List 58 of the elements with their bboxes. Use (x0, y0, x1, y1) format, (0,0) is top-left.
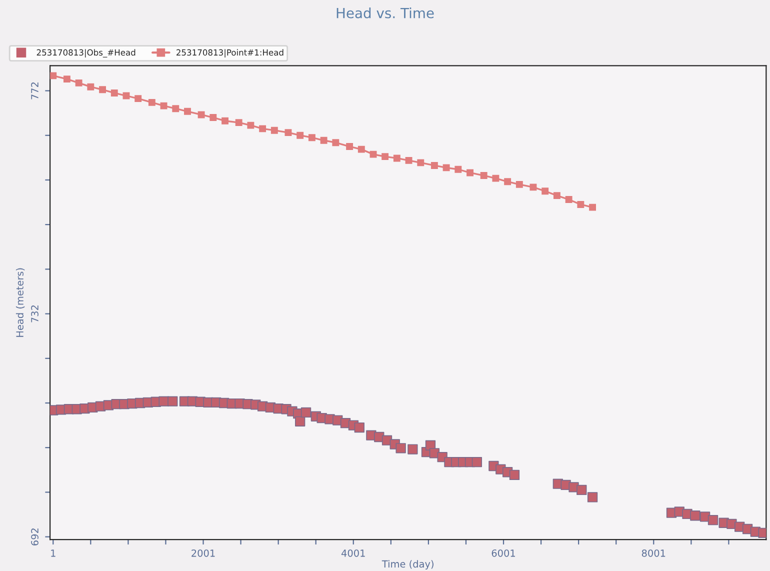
point (589, 204, 596, 211)
point (222, 117, 228, 124)
x-tick-label: 8001 (642, 549, 666, 557)
point (320, 136, 328, 144)
x-axis-title: Time (day) (382, 560, 434, 570)
point (393, 154, 400, 162)
point (332, 139, 340, 146)
y-tick-label: 732 (31, 305, 38, 322)
point (454, 166, 462, 173)
point (430, 162, 438, 169)
legend-label: 253170813|Point#1:Head (176, 49, 284, 58)
point (210, 114, 217, 121)
point (99, 86, 106, 94)
point (382, 153, 389, 160)
point (480, 172, 488, 179)
point (270, 126, 278, 134)
point (417, 159, 424, 166)
point (87, 83, 94, 90)
point (405, 156, 412, 164)
point (284, 129, 292, 136)
point (358, 146, 365, 153)
legend-label: 253170813|Obs_#Head (36, 49, 136, 58)
point (553, 192, 560, 200)
x-tick-label: 1 (51, 550, 56, 557)
point (198, 111, 205, 118)
point (50, 72, 57, 80)
point (565, 196, 572, 203)
point (466, 169, 474, 176)
x-tick-label: 4001 (341, 549, 365, 557)
point (110, 90, 118, 96)
x-tick-label: 2001 (192, 549, 215, 557)
point (308, 134, 316, 142)
point (442, 164, 450, 172)
point (134, 95, 142, 102)
y-axis-title: Head (meters) (16, 268, 25, 337)
point (259, 125, 266, 132)
point (75, 79, 82, 86)
point (247, 122, 254, 129)
y-tick-label: 692 (31, 528, 38, 546)
point (577, 201, 584, 208)
chart-title: Head vs. Time (336, 8, 434, 18)
point (516, 180, 523, 188)
point (122, 92, 130, 100)
point (148, 98, 156, 106)
point (492, 174, 500, 182)
point (542, 188, 549, 195)
y-tick-label: 772 (31, 82, 38, 100)
point (160, 102, 168, 110)
point (504, 178, 512, 186)
point (530, 184, 537, 191)
point (63, 76, 70, 83)
point (370, 150, 377, 158)
point (296, 132, 304, 139)
point (184, 108, 191, 115)
point (172, 105, 180, 112)
x-tick-label: 6001 (492, 549, 515, 557)
point (235, 119, 242, 126)
point (346, 143, 354, 150)
